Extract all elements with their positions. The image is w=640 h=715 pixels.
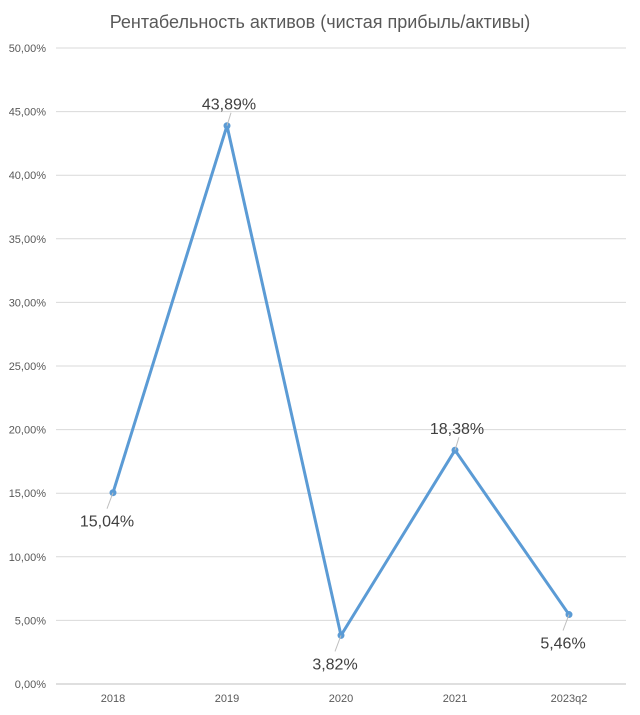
y-tick-label: 5,00% (15, 615, 46, 627)
y-tick-label: 50,00% (9, 43, 47, 55)
data-label-leader (454, 437, 460, 451)
data-label: 43,89% (202, 97, 256, 114)
data-label-leader (334, 635, 342, 652)
y-axis-ticks: 0,00% 5,00% 10,00% 15,00% 20,00% 25,00% 30,00%… (9, 43, 47, 691)
x-tick-label: 2021 (443, 693, 467, 705)
data-labels: 15,04% 43,89% 3,82% 18,38% 5,46% (80, 97, 586, 674)
y-tick-label: 35,00% (9, 234, 47, 246)
data-label: 15,04% (80, 514, 134, 531)
data-point (223, 122, 231, 130)
data-label: 5,46% (540, 636, 585, 653)
y-tick-label: 0,00% (15, 679, 46, 691)
y-tick-label: 40,00% (9, 170, 47, 182)
x-tick-label: 2020 (329, 693, 353, 705)
data-label: 18,38% (430, 421, 484, 438)
y-tick-label: 10,00% (9, 552, 47, 564)
x-tick-label: 2018 (101, 693, 125, 705)
x-tick-label: 2019 (215, 693, 239, 705)
x-tick-label: 2023q2 (551, 693, 588, 705)
series-layer (109, 122, 573, 639)
data-label-leader (106, 492, 114, 509)
x-axis-ticks: 2018 2019 2020 2021 2023q2 (101, 693, 588, 705)
series-line (111, 124, 571, 637)
y-tick-label: 45,00% (9, 107, 47, 119)
y-tick-label: 20,00% (9, 425, 47, 437)
data-label-leader (226, 112, 232, 126)
y-tick-label: 15,00% (9, 488, 47, 500)
chart-title: Рентабельность активов (чистая прибыль/а… (109, 12, 531, 32)
y-tick-label: 30,00% (9, 297, 47, 309)
data-label: 3,82% (312, 656, 357, 673)
data-label-leader (562, 614, 570, 631)
gridlines (56, 47, 626, 685)
y-tick-label: 25,00% (9, 361, 47, 373)
